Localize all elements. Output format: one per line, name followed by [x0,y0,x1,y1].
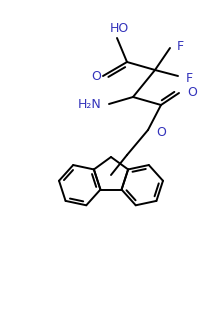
Text: F: F [177,40,184,52]
Text: O: O [156,126,166,139]
Text: O: O [91,70,101,82]
Text: F: F [186,71,193,84]
Text: O: O [187,87,197,100]
Text: HO: HO [109,21,129,34]
Text: H₂N: H₂N [77,99,101,112]
